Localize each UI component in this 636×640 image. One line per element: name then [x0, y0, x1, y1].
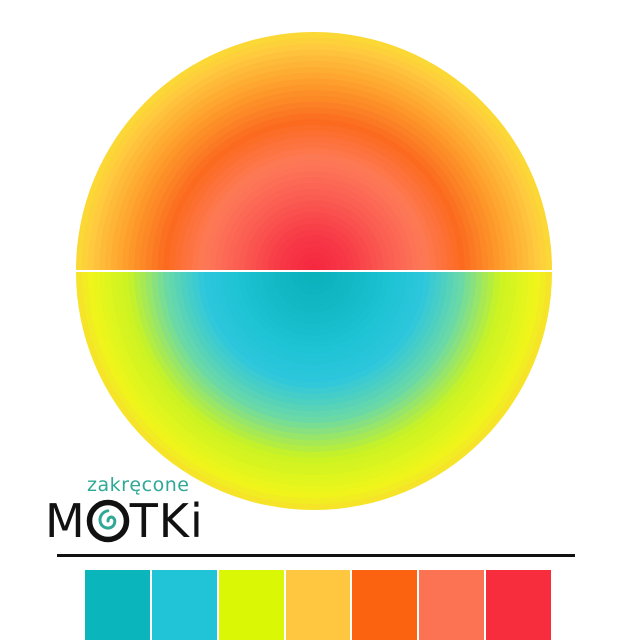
swatch-red — [486, 570, 552, 640]
color-wheel-top-half — [76, 32, 552, 270]
logo-wordmark: M TKi — [45, 494, 204, 548]
swatch-coral — [419, 570, 485, 640]
logo-wordmark-tki: TKi — [129, 494, 204, 548]
brand-logo: zakręcone M TKi — [45, 474, 255, 548]
divider-rule — [57, 554, 575, 557]
logo-tagline: zakręcone — [87, 474, 190, 496]
radial-color-wheel — [76, 32, 552, 510]
logo-wordmark-m: M — [45, 494, 86, 548]
swatch-amber — [285, 570, 351, 640]
swatch-teal — [85, 570, 150, 640]
swatch-orange — [352, 570, 418, 640]
spiral-icon — [86, 499, 129, 543]
logo-o-with-spiral — [86, 494, 130, 543]
swatch-chartreuse — [218, 570, 284, 640]
color-wheel-seam — [76, 270, 552, 272]
color-palette-strip — [85, 570, 552, 640]
swatch-cyan — [151, 570, 217, 640]
color-wheel-bottom-half — [76, 272, 552, 510]
color-wheel-top-gradient — [76, 32, 552, 270]
